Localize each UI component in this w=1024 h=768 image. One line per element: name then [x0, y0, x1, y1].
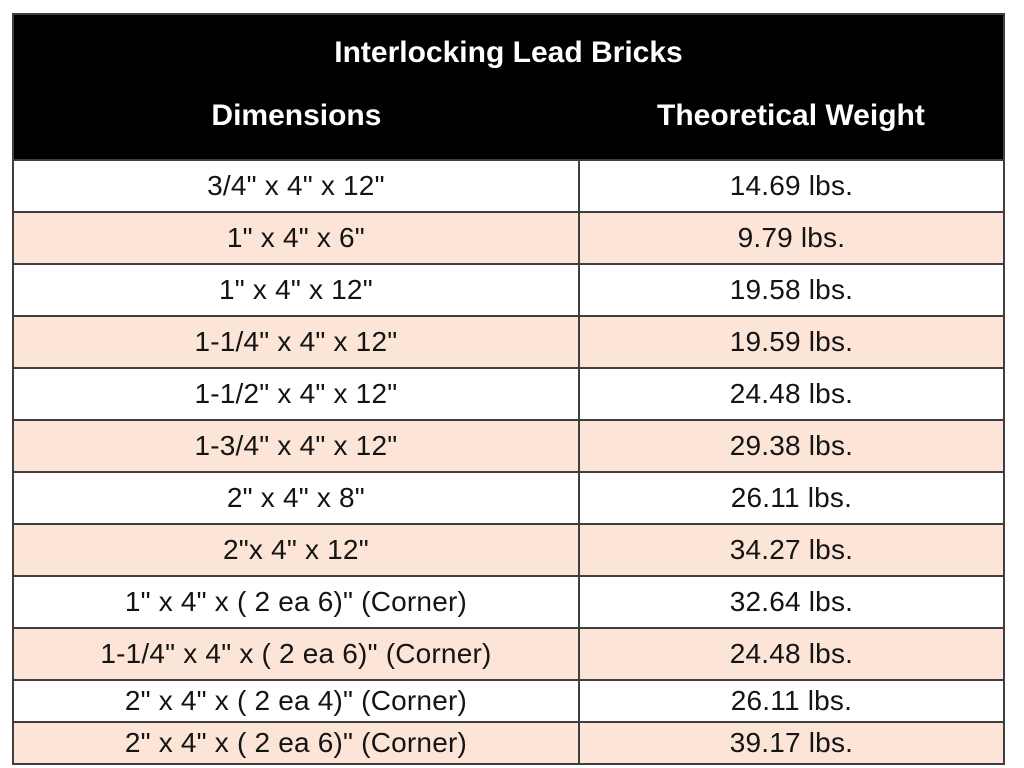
dimension-cell: 1-1/2" x 4" x 12" — [12, 367, 580, 421]
dimension-cell: 1-3/4" x 4" x 12" — [12, 419, 580, 473]
weight-cell: 26.11 lbs. — [577, 679, 1006, 723]
weight-cell: 32.64 lbs. — [577, 575, 1006, 629]
column-header-dimensions: Dimensions — [13, 83, 579, 160]
interlocking-lead-bricks-table: Interlocking Lead Bricks Dimensions Theo… — [12, 13, 1006, 765]
table-row: 1-1/2" x 4" x 12" 24.48 lbs. — [12, 367, 1006, 421]
table-body: 3/4" x 4" x 12" 14.69 lbs. 1" x 4" x 6" … — [12, 159, 1006, 765]
weight-cell: 24.48 lbs. — [577, 627, 1006, 681]
column-header-theoretical-weight: Theoretical Weight — [578, 83, 1004, 160]
weight-cell: 14.69 lbs. — [577, 159, 1006, 213]
weight-cell: 19.59 lbs. — [577, 315, 1006, 369]
table-row: 1" x 4" x 12" 19.58 lbs. — [12, 263, 1006, 317]
dimension-cell: 1" x 4" x ( 2 ea 6)" (Corner) — [12, 575, 580, 629]
table-row: 2" x 4" x ( 2 ea 6)" (Corner) 39.17 lbs. — [12, 721, 1006, 765]
table-row: 2" x 4" x ( 2 ea 4)" (Corner) 26.11 lbs. — [12, 679, 1006, 723]
weight-cell: 39.17 lbs. — [577, 721, 1006, 765]
title-row: Interlocking Lead Bricks — [13, 14, 1004, 83]
lead-brick-spec-sheet: Interlocking Lead Bricks Dimensions Theo… — [12, 13, 1006, 765]
table-row: 2" x 4" x 8" 26.11 lbs. — [12, 471, 1006, 525]
weight-cell: 9.79 lbs. — [577, 211, 1006, 265]
dimension-cell: 1-1/4" x 4" x ( 2 ea 6)" (Corner) — [12, 627, 580, 681]
table-row: 1" x 4" x 6" 9.79 lbs. — [12, 211, 1006, 265]
table-title: Interlocking Lead Bricks — [13, 14, 1004, 83]
table-header: Interlocking Lead Bricks Dimensions Theo… — [13, 14, 1004, 160]
dimension-cell: 1-1/4" x 4" x 12" — [12, 315, 580, 369]
dimension-cell: 1" x 4" x 6" — [12, 211, 580, 265]
dimension-cell: 3/4" x 4" x 12" — [12, 159, 580, 213]
column-header-row: Dimensions Theoretical Weight — [13, 83, 1004, 160]
table-row: 3/4" x 4" x 12" 14.69 lbs. — [12, 159, 1006, 213]
dimension-cell: 2" x 4" x 8" — [12, 471, 580, 525]
weight-cell: 24.48 lbs. — [577, 367, 1006, 421]
weight-cell: 19.58 lbs. — [577, 263, 1006, 317]
dimension-cell: 2" x 4" x ( 2 ea 4)" (Corner) — [12, 679, 580, 723]
table-row: 1-3/4" x 4" x 12" 29.38 lbs. — [12, 419, 1006, 473]
table-row: 2"x 4" x 12" 34.27 lbs. — [12, 523, 1006, 577]
weight-cell: 29.38 lbs. — [577, 419, 1006, 473]
table-row: 1" x 4" x ( 2 ea 6)" (Corner) 32.64 lbs. — [12, 575, 1006, 629]
table-row: 1-1/4" x 4" x ( 2 ea 6)" (Corner) 24.48 … — [12, 627, 1006, 681]
dimension-cell: 1" x 4" x 12" — [12, 263, 580, 317]
weight-cell: 26.11 lbs. — [577, 471, 1006, 525]
table-row: 1-1/4" x 4" x 12" 19.59 lbs. — [12, 315, 1006, 369]
dimension-cell: 2"x 4" x 12" — [12, 523, 580, 577]
dimension-cell: 2" x 4" x ( 2 ea 6)" (Corner) — [12, 721, 580, 765]
weight-cell: 34.27 lbs. — [577, 523, 1006, 577]
